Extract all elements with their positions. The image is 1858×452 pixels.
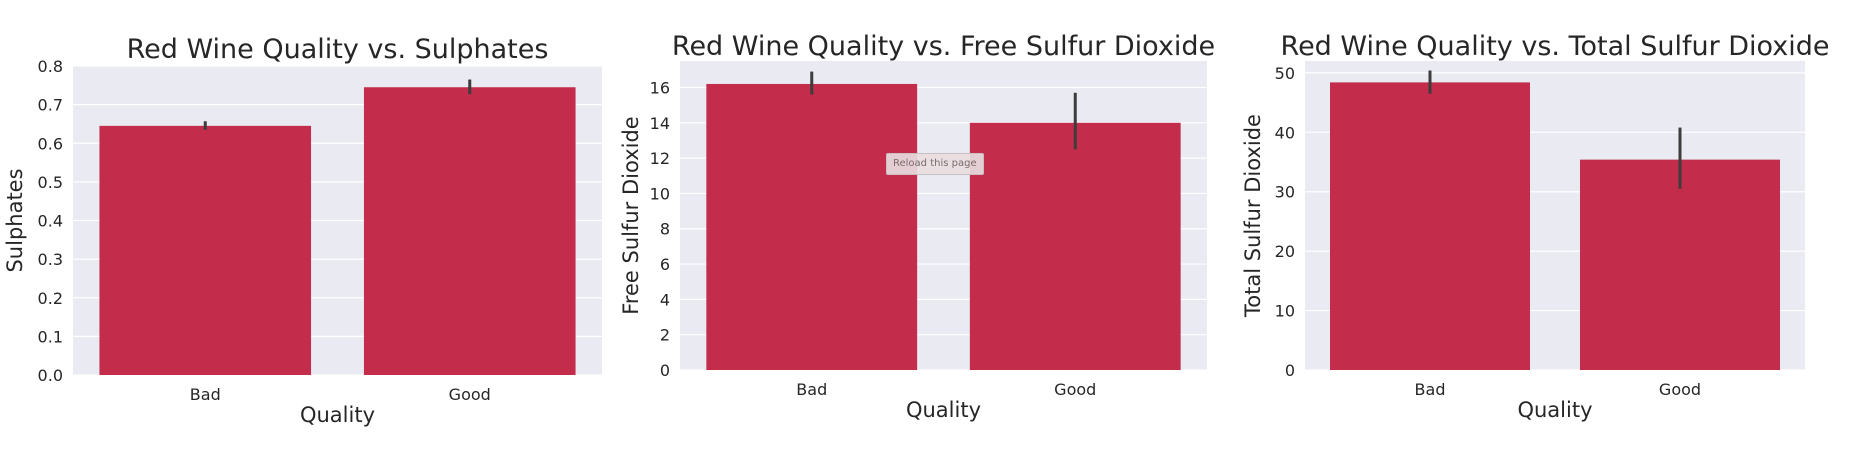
x-tick-label: Bad <box>1415 380 1446 399</box>
y-tick-label: 0.3 <box>38 250 63 269</box>
y-tick-label: 10 <box>1275 302 1295 321</box>
y-tick-label: 16 <box>650 78 670 97</box>
x-axis-label: Quality <box>1517 398 1592 422</box>
y-axis-label: Free Sulfur Dioxide <box>619 116 643 314</box>
chart-title: Red Wine Quality vs. Free Sulfur Dioxide <box>672 31 1215 62</box>
y-axis-label: Sulphates <box>3 168 27 272</box>
y-tick-label: 0.6 <box>38 134 63 153</box>
y-tick-label: 0.7 <box>38 96 63 115</box>
y-tick-label: 0 <box>660 361 670 380</box>
y-tick-label: 0.8 <box>38 57 63 76</box>
y-tick-label: 20 <box>1275 242 1295 261</box>
y-tick-label: 0.1 <box>38 327 63 346</box>
reload-page-button[interactable]: Reload this page <box>886 153 984 175</box>
y-tick-label: 4 <box>660 290 670 309</box>
y-tick-label: 0.0 <box>38 366 63 385</box>
bar-bad <box>1330 82 1530 371</box>
x-tick-label: Bad <box>190 385 221 404</box>
x-tick-label: Good <box>449 385 491 404</box>
y-axis-label: Total Sulfur Dioxide <box>1241 114 1265 318</box>
bar-good <box>969 122 1181 370</box>
y-tick-label: 2 <box>660 326 670 345</box>
x-tick-label: Good <box>1054 380 1096 399</box>
y-tick-label: 14 <box>650 114 670 133</box>
y-tick-label: 0.5 <box>38 173 63 192</box>
y-tick-label: 12 <box>650 149 670 168</box>
x-axis-label: Quality <box>906 398 981 422</box>
y-tick-label: 6 <box>660 255 670 274</box>
y-tick-label: 0 <box>1285 361 1295 380</box>
y-tick-label: 40 <box>1275 123 1295 142</box>
y-tick-label: 0.4 <box>38 212 63 231</box>
y-tick-label: 30 <box>1275 183 1295 202</box>
bar-bad <box>706 83 918 370</box>
x-axis-label: Quality <box>300 403 375 427</box>
chart-title: Red Wine Quality vs. Sulphates <box>127 34 549 65</box>
bar-good <box>363 87 576 376</box>
x-tick-label: Bad <box>796 380 827 399</box>
y-tick-label: 50 <box>1275 64 1295 83</box>
bar-good <box>1580 159 1780 370</box>
bar-bad <box>99 125 312 376</box>
y-tick-label: 0.2 <box>38 289 63 308</box>
chart-title: Red Wine Quality vs. Total Sulfur Dioxid… <box>1281 31 1830 62</box>
y-tick-label: 10 <box>650 184 670 203</box>
x-tick-label: Good <box>1659 380 1701 399</box>
y-tick-label: 8 <box>660 220 670 239</box>
